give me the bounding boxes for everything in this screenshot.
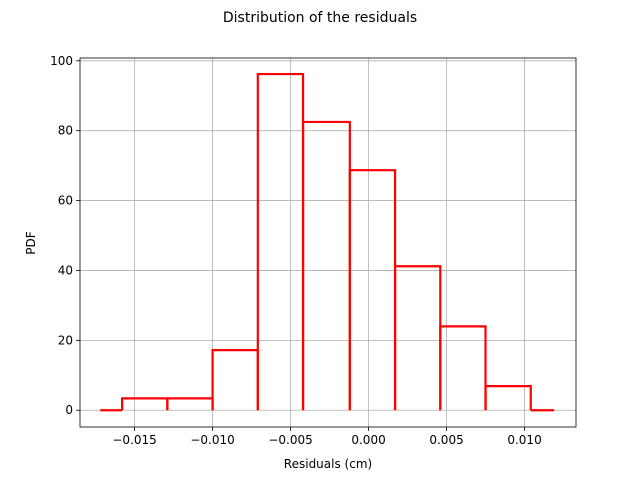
histogram-bar: [484, 385, 532, 411]
chart-title: Distribution of the residuals: [223, 10, 417, 26]
x-tick-label: 0.010: [507, 433, 541, 447]
x-tick-label: −0.010: [190, 433, 234, 447]
x-axis-label: Residuals (cm): [284, 457, 372, 471]
histogram-bar: [348, 169, 397, 411]
plot-area-frame: [79, 57, 577, 428]
y-axis-label: PDF: [24, 231, 38, 254]
histogram-bar: [439, 325, 487, 411]
x-tick-label: 0.005: [429, 433, 463, 447]
histogram-bar: [393, 265, 442, 411]
y-tick-label: 20: [58, 333, 73, 347]
y-tick-label: 60: [58, 194, 73, 208]
histogram-bars: [100, 72, 555, 412]
x-tick-label: −0.015: [112, 433, 156, 447]
x-tick-label: 0.000: [351, 433, 385, 447]
y-tick-label: 0: [65, 403, 73, 417]
histogram-bar: [301, 120, 351, 411]
histogram-bar: [256, 72, 305, 411]
y-tick-label: 40: [58, 263, 73, 277]
y-tick-label: 100: [50, 54, 73, 68]
x-tick-label: −0.005: [268, 433, 312, 447]
histogram-bar: [121, 397, 169, 411]
histogram-bar: [166, 397, 214, 411]
x-axis-ticks: −0.015 −0.010 −0.005 0.000 0.005 0.010: [112, 427, 542, 447]
y-tick-label: 80: [58, 124, 73, 138]
grid-lines: [80, 58, 576, 427]
y-axis-ticks: 0 20 40 60 80 100: [50, 54, 80, 417]
histogram-bar: [211, 349, 259, 411]
